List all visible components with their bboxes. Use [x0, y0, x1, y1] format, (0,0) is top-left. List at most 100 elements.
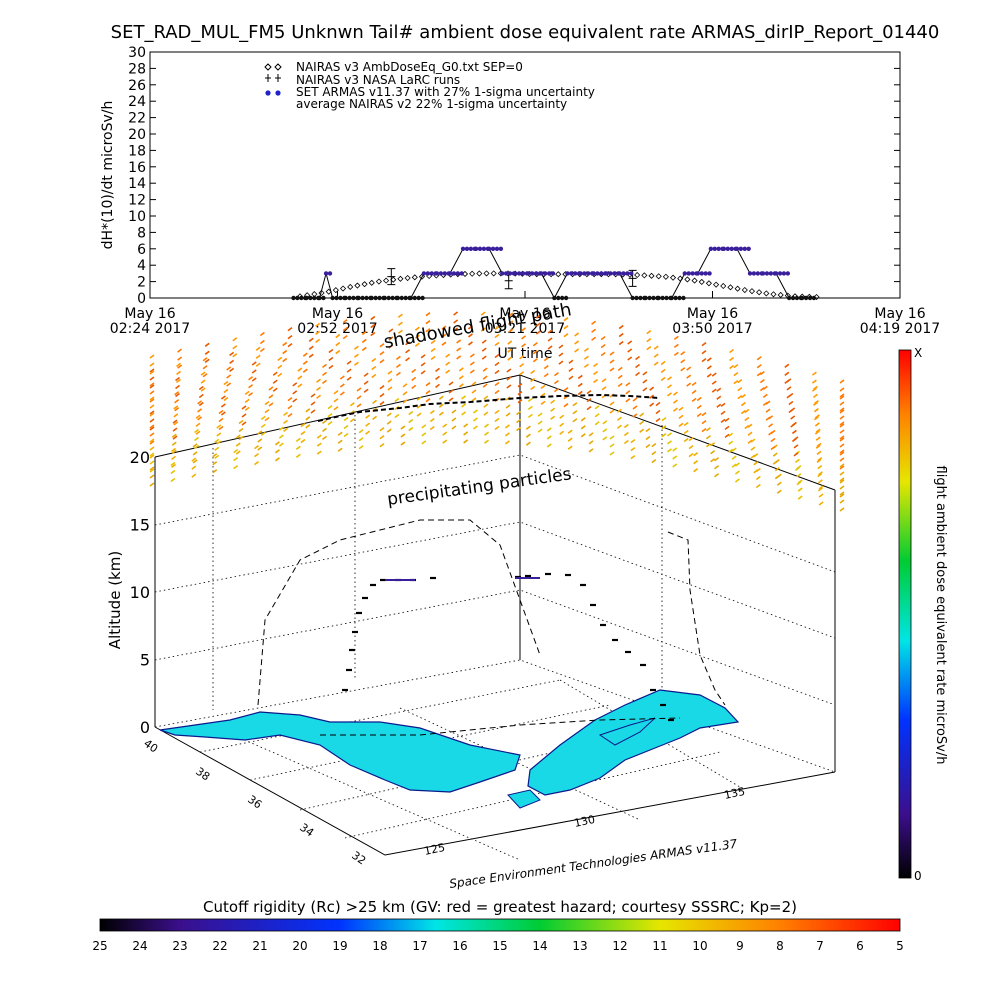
flight-3d-panel: 0 5 10 15 20 Altitude (km) 40 38 36 34 32 125 130…	[106, 299, 948, 891]
particle-mark	[494, 409, 500, 431]
particle-mark	[400, 425, 406, 446]
set-armas-point	[481, 246, 487, 251]
cutoff-tick-label: 14	[532, 939, 547, 953]
particle-mark	[839, 449, 845, 470]
set-armas-point	[408, 295, 414, 301]
particle-mark	[765, 400, 771, 421]
set-armas-point	[499, 271, 505, 276]
set-armas-point	[321, 295, 326, 301]
nairas-v3-point	[669, 274, 677, 281]
particle-mark	[747, 423, 753, 444]
particle-mark	[343, 416, 349, 438]
nairas-v3-point	[662, 273, 669, 280]
precipitating-particles-field	[149, 311, 845, 512]
particle-mark	[260, 415, 266, 436]
set-armas-point	[421, 271, 427, 276]
particle-mark	[361, 330, 367, 352]
particle-mark	[546, 427, 552, 448]
particle-mark	[363, 372, 369, 393]
set-armas-point	[764, 271, 770, 276]
particle-mark	[438, 395, 444, 416]
set-armas-point	[486, 246, 492, 251]
set-armas-point	[707, 271, 712, 276]
particle-mark	[195, 414, 201, 435]
annotation-precipitating: precipitating particles	[386, 464, 573, 510]
particle-mark	[839, 435, 845, 456]
cutoff-tick-label: 13	[572, 939, 587, 953]
particle-mark	[731, 447, 737, 468]
track-top-projection	[317, 393, 661, 422]
particle-mark	[762, 385, 768, 407]
particle-mark	[149, 438, 155, 459]
set-armas-point	[647, 295, 652, 301]
particle-mark	[716, 387, 722, 408]
set-armas-point	[625, 271, 630, 276]
nairas-v3-point	[404, 274, 411, 282]
set-armas-point	[460, 246, 466, 251]
latitude-tick-label: 32	[349, 849, 368, 868]
legend-label-nairas-v3: NAIRAS v3 AmbDoseEq_G0.txt SEP=0	[296, 60, 523, 74]
particle-mark	[706, 357, 712, 378]
particle-mark	[328, 348, 334, 370]
particle-mark	[171, 447, 177, 469]
y-tick-label: 6	[137, 242, 146, 258]
particle-mark	[445, 353, 451, 374]
cutoff-tick-label: 11	[652, 939, 667, 953]
set-armas-point	[330, 295, 335, 301]
particle-mark	[248, 376, 254, 397]
particle-mark	[149, 396, 155, 417]
particle-mark	[461, 395, 467, 416]
set-armas-point	[412, 295, 417, 301]
set-armas-point	[390, 295, 395, 301]
set-armas-point	[438, 271, 444, 276]
set-armas-point	[790, 295, 796, 301]
particle-mark	[192, 443, 198, 464]
nairas-v3-point	[648, 272, 655, 279]
x-tick-label-date: May 16	[312, 306, 363, 322]
particle-mark	[609, 351, 615, 372]
particle-mark	[753, 453, 759, 474]
set-armas-point	[703, 271, 708, 276]
legend-marker-nairas-v3	[264, 63, 282, 71]
particle-mark	[532, 342, 538, 363]
nairas-v3-point	[763, 290, 770, 297]
set-armas-point	[403, 295, 408, 301]
particle-mark	[397, 313, 403, 334]
particle-mark	[642, 371, 648, 392]
set-armas-point	[308, 295, 313, 301]
set-armas-point	[604, 271, 609, 276]
particle-mark	[212, 453, 218, 474]
particle-mark	[379, 427, 385, 448]
set-armas-point	[768, 271, 774, 276]
nairas-v3-point	[418, 273, 426, 280]
set-armas-point	[591, 271, 596, 276]
set-armas-point	[785, 271, 791, 276]
flight-track	[317, 393, 674, 722]
particle-mark	[149, 354, 155, 375]
particle-mark	[593, 362, 599, 384]
particle-mark	[705, 427, 711, 448]
y-tick-label: 22	[128, 111, 146, 127]
kyushu-island	[507, 789, 541, 809]
particle-mark	[667, 432, 672, 453]
set-armas-point	[681, 295, 686, 301]
particle-mark	[811, 371, 817, 392]
particle-mark	[251, 361, 257, 382]
particle-mark	[451, 409, 457, 430]
particle-mark	[194, 428, 199, 450]
set-armas-point	[338, 295, 343, 301]
particle-mark	[635, 355, 641, 377]
particle-mark	[609, 393, 615, 414]
cutoff-tick-label: 9	[736, 939, 744, 953]
particle-mark	[174, 391, 180, 412]
altitude-ticks: 0 5 10 15 20	[130, 448, 150, 737]
particle-mark	[358, 429, 364, 450]
particle-mark	[839, 421, 845, 442]
particle-mark	[530, 369, 536, 391]
particle-mark	[482, 367, 488, 388]
particle-mark	[602, 420, 608, 441]
set-armas-point	[459, 271, 464, 276]
y-tick-label: 0	[137, 291, 146, 307]
set-armas-point	[746, 246, 751, 251]
